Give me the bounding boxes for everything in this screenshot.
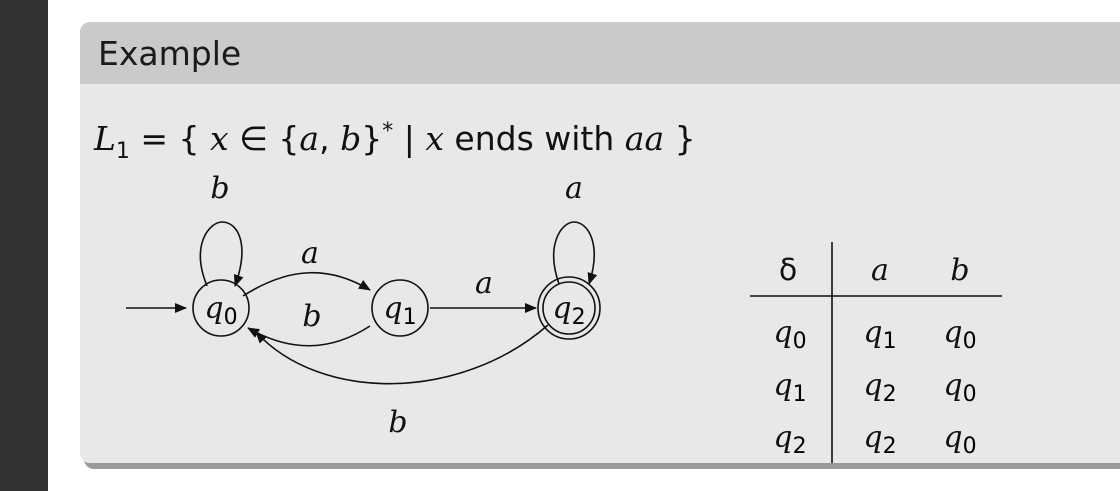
formula-ends-with: ends with [444,119,625,158]
table-header-b: b [950,253,969,288]
row-on-a: q2 [863,420,896,459]
formula-bar: | [393,119,425,158]
svg-text:q1: q1 [383,291,416,330]
automaton-diagram [126,222,594,384]
formula-sym-a: a [299,119,319,158]
slide-sidebar [0,0,48,491]
formula-set-close: } [361,119,382,158]
edge-label-q1-q0: b [302,299,321,334]
language-definition: L1 = { x ∈ {a, b}* | x ends with aa } [93,119,696,164]
edge-label-q0-q1: a [301,236,319,271]
edge-label-q1-q2: a [475,266,493,301]
row-state: q1 [773,368,806,407]
formula-equals: = { [130,119,210,158]
edge-label-q2-q2: a [565,171,583,206]
row-state: q2 [773,420,806,459]
formula-var2: x [425,119,444,158]
row-on-b: q0 [943,368,976,407]
row-on-b: q0 [943,420,976,459]
table-row: q0 q1 q0 [773,315,976,354]
formula-in: ∈ { [229,119,300,158]
row-on-b: q0 [943,315,976,354]
row-on-a: q1 [863,315,896,354]
edge-q2-q0 [256,325,548,384]
state-q2: q2 [538,277,600,339]
table-header-delta: δ [779,253,797,288]
edge-label-q0-q0: b [210,171,229,206]
slide-content: L1 = { x ∈ {a, b}* | x ends with aa } q0… [80,22,1120,463]
state-q1: q1 [372,280,428,336]
row-on-a: q2 [863,368,896,407]
formula-lhs-sub: 1 [116,139,130,164]
svg-text:q0: q0 [204,291,237,330]
formula-comma: , [319,119,340,158]
formula-lhs: L [93,119,116,158]
state-q0: q0 [193,280,249,336]
edge-q2-q2 [554,222,594,284]
edge-label-q2-q0: b [388,405,407,440]
table-row: q2 q2 q0 [773,420,976,459]
transition-table: δ a b q0 q1 q0 q1 q2 q0 q2 q2 q0 [750,242,1002,463]
formula-close: } [664,119,696,158]
table-header-a: a [871,253,889,288]
formula-star: * [382,119,393,144]
edge-q0-q0 [200,222,241,286]
row-state: q0 [773,315,806,354]
formula-word: aa [625,119,664,158]
table-row: q1 q2 q0 [773,368,976,407]
formula-var: x [210,119,229,158]
edge-q0-q1 [243,273,370,296]
svg-text:q2: q2 [552,291,585,330]
formula-sym-b: b [340,119,361,158]
